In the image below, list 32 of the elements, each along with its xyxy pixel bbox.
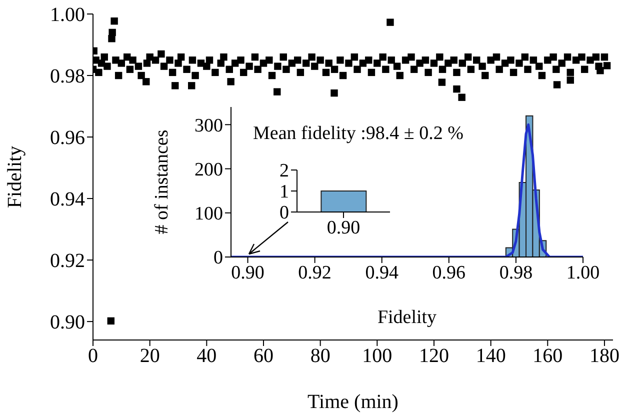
x-tick-label: 180 [589, 345, 620, 368]
x-tick-label: 20 [140, 345, 160, 368]
x-tick-label: 40 [196, 345, 217, 368]
y-tick-label: 200 [194, 160, 223, 181]
x-tick-label: 1.00 [566, 262, 600, 284]
y-tick-label: 1 [280, 182, 289, 203]
x-tick-label: 0.92 [298, 262, 332, 284]
annotation: Mean fidelity :98.4 ± 0.2 % [253, 123, 464, 145]
y-tick-label: 0.90 [50, 312, 85, 334]
y-axis-title: # of instances [152, 130, 173, 234]
y-tick-label: 1.00 [50, 4, 85, 26]
y-tick-label: 0.94 [50, 188, 85, 211]
y-tick-label: 100 [194, 204, 223, 225]
x-tick-label: 140 [476, 345, 506, 368]
x-tick-label: 100 [362, 345, 392, 368]
y-tick-label: 0.98 [50, 66, 85, 88]
x-axis-title: Fidelity [377, 307, 438, 328]
x-tick-label: 0.96 [432, 262, 466, 284]
y-axis-title: Fidelity [4, 146, 26, 208]
y-tick-label: 300 [194, 115, 223, 136]
x-tick-label: 0.94 [365, 262, 399, 284]
x-tick-label: 0.90 [231, 262, 264, 284]
y-tick-label: 0 [214, 248, 223, 269]
x-tick-label: 120 [418, 345, 449, 368]
y-tick-label: 2 [280, 160, 289, 182]
x-tick-label: 80 [310, 345, 330, 368]
x-tick-label: 0.98 [499, 262, 533, 284]
x-tick-label: 60 [253, 345, 274, 368]
x-axis-title: Time (min) [308, 391, 398, 413]
x-tick-label: 160 [532, 345, 563, 368]
y-tick-label: 0 [280, 202, 289, 224]
y-tick-label: 0.96 [50, 127, 85, 150]
